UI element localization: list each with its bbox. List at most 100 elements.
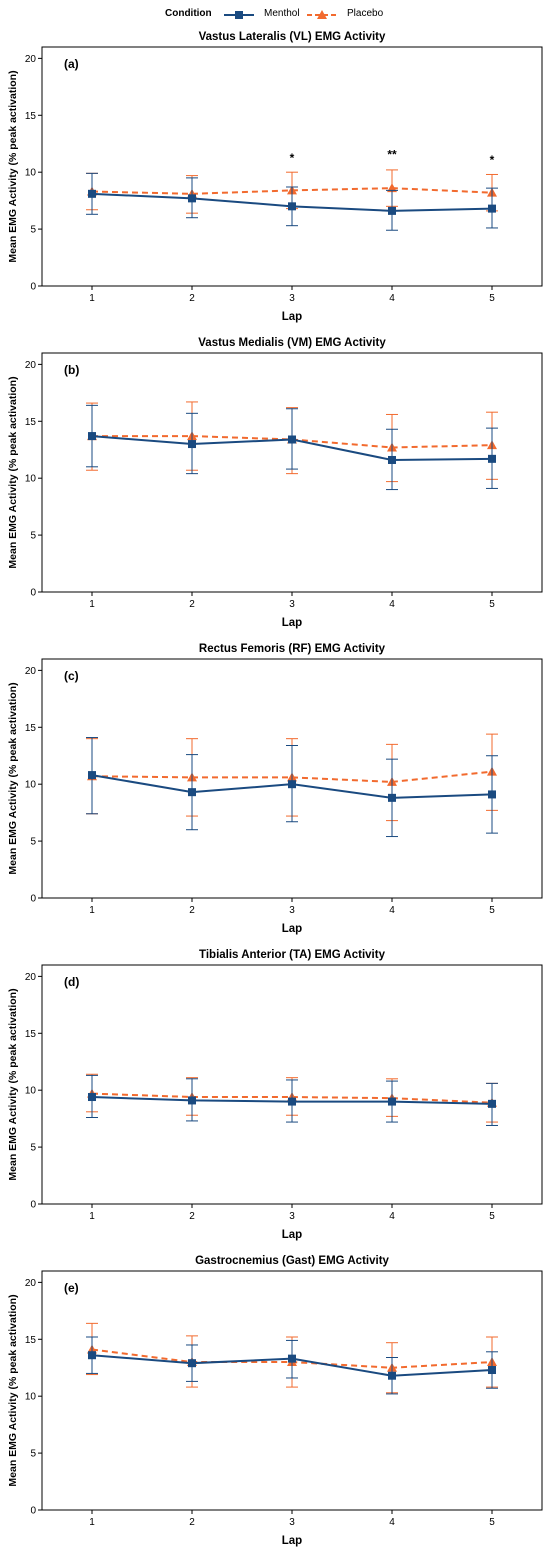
chart-title: Gastrocnemius (Gast) EMG Activity: [195, 1255, 389, 1267]
data-point-menthol: [388, 206, 396, 215]
legend-label-menthol: Menthol: [264, 8, 300, 19]
y-tick-label: 20: [25, 54, 37, 65]
x-tick-label: 4: [389, 1211, 395, 1222]
y-axis-label: Mean EMG Activity (% peak activation): [7, 682, 19, 874]
legend: Condition Menthol Placebo: [0, 4, 550, 26]
y-tick-label: 15: [25, 111, 37, 122]
significance-marker: *: [290, 151, 295, 165]
x-axis-label: Lap: [282, 1535, 302, 1547]
x-tick-label: 3: [289, 293, 295, 304]
x-axis-label: Lap: [282, 617, 302, 629]
y-tick-label: 0: [30, 282, 36, 293]
y-tick-label: 5: [30, 531, 36, 542]
y-tick-label: 20: [25, 972, 37, 983]
x-tick-label: 2: [189, 905, 195, 916]
chart-panel-4: Tibialis Anterior (TA) EMG Activity (d) 0 5…: [7, 949, 543, 1241]
legend-swatch-placebo: [307, 10, 337, 19]
y-tick-label: 20: [25, 1278, 37, 1289]
significance-marker: **: [387, 148, 397, 162]
legend-swatch-menthol: [224, 11, 254, 19]
data-point-menthol: [88, 771, 96, 780]
panel-label: (e): [64, 1281, 79, 1295]
data-point-menthol: [288, 1354, 296, 1363]
series-menthol: [86, 172, 498, 231]
x-axis-label: Lap: [282, 311, 302, 323]
data-point-menthol: [488, 1366, 496, 1375]
data-point-menthol: [488, 204, 496, 213]
y-tick-label: 10: [25, 474, 37, 485]
x-tick-label: 2: [189, 599, 195, 610]
y-tick-label: 5: [30, 1449, 36, 1460]
x-tick-label: 2: [189, 1517, 195, 1528]
chart-panel-5: Gastrocnemius (Gast) EMG Activity (e) 0 5 10…: [7, 1255, 543, 1547]
series-menthol: [86, 1336, 498, 1395]
x-tick-label: 4: [389, 1517, 395, 1528]
x-tick-label: 1: [89, 1211, 95, 1222]
legend-title: Condition: [165, 8, 212, 19]
x-tick-label: 5: [489, 293, 495, 304]
x-tick-label: 2: [189, 1211, 195, 1222]
y-tick-label: 0: [30, 1506, 36, 1517]
y-tick-label: 5: [30, 225, 36, 236]
data-point-menthol: [188, 788, 196, 797]
y-tick-label: 0: [30, 588, 36, 599]
series-menthol: [86, 1074, 498, 1126]
series-menthol: [86, 737, 498, 838]
y-tick-label: 10: [25, 780, 37, 791]
data-point-menthol: [88, 432, 96, 441]
data-point-menthol: [388, 793, 396, 802]
x-tick-label: 5: [489, 1211, 495, 1222]
chart-panel-2: Vastus Medialis (VM) EMG Activity (b) 0 5 10…: [7, 337, 543, 629]
data-point-menthol: [488, 454, 496, 463]
x-tick-label: 2: [189, 293, 195, 304]
legend-label-placebo: Placebo: [347, 8, 384, 19]
chart-title: Vastus Medialis (VM) EMG Activity: [198, 337, 386, 349]
y-axis-label: Mean EMG Activity (% peak activation): [7, 1294, 19, 1486]
panel-label: (c): [64, 669, 79, 683]
data-point-menthol: [488, 1099, 496, 1108]
data-point-menthol: [188, 1096, 196, 1105]
data-point-menthol: [288, 435, 296, 444]
data-point-menthol: [88, 1351, 96, 1360]
x-tick-label: 4: [389, 905, 395, 916]
y-tick-label: 10: [25, 1392, 37, 1403]
y-axis-label: Mean EMG Activity (% peak activation): [7, 376, 19, 568]
panel-label: (b): [64, 363, 79, 377]
chart-title: Vastus Lateralis (VL) EMG Activity: [199, 31, 386, 43]
panel-label: (d): [64, 975, 79, 989]
data-point-menthol: [188, 1359, 196, 1368]
y-tick-label: 15: [25, 417, 37, 428]
y-tick-label: 15: [25, 723, 37, 734]
x-tick-label: 5: [489, 599, 495, 610]
x-tick-label: 3: [289, 905, 295, 916]
y-tick-label: 5: [30, 1143, 36, 1154]
y-tick-label: 15: [25, 1335, 37, 1346]
x-tick-label: 5: [489, 1517, 495, 1528]
series-menthol: [86, 404, 498, 491]
y-tick-label: 5: [30, 837, 36, 848]
y-tick-label: 20: [25, 360, 37, 371]
data-point-menthol: [88, 189, 96, 198]
data-point-placebo: [387, 183, 397, 193]
plot-area: [41, 1270, 543, 1511]
x-axis-label: Lap: [282, 1229, 302, 1241]
data-point-menthol: [388, 1097, 396, 1106]
x-tick-label: 1: [89, 293, 95, 304]
x-tick-label: 4: [389, 599, 395, 610]
chart-panel-1: Vastus Lateralis (VL) EMG Activity (a) 0 5 1…: [7, 31, 543, 323]
x-tick-label: 5: [489, 905, 495, 916]
data-point-menthol: [188, 194, 196, 203]
y-tick-label: 20: [25, 666, 37, 677]
y-axis-label: Mean EMG Activity (% peak activation): [7, 988, 19, 1180]
x-tick-label: 4: [389, 293, 395, 304]
y-tick-label: 0: [30, 894, 36, 905]
panel-label: (a): [64, 57, 79, 71]
data-point-menthol: [488, 790, 496, 799]
data-point-menthol: [188, 440, 196, 449]
data-point-menthol: [388, 455, 396, 464]
data-point-menthol: [388, 1371, 396, 1380]
y-tick-label: 10: [25, 1086, 37, 1097]
data-point-menthol: [288, 1097, 296, 1106]
chart-title: Rectus Femoris (RF) EMG Activity: [199, 643, 386, 655]
